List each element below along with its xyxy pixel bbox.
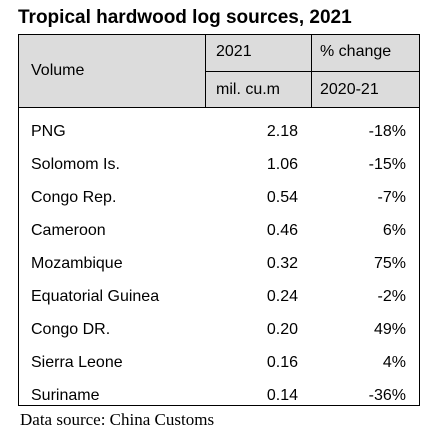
table-row: PNG 2.18 -18%: [19, 115, 419, 148]
row-volume: 0.46: [266, 222, 298, 239]
row-change: 49%: [373, 321, 406, 338]
table-row: Solomom Is. 1.06 -15%: [19, 148, 419, 181]
header-year: 2021: [216, 43, 252, 60]
table-row: Congo DR. 0.20 49%: [19, 313, 419, 346]
row-change: 75%: [373, 255, 406, 272]
row-volume: 0.24: [266, 288, 298, 305]
row-volume: 0.14: [266, 387, 298, 404]
row-country: Sierra Leone: [31, 354, 123, 371]
row-change: 6%: [382, 222, 406, 239]
table-row: Sierra Leone 0.16 4%: [19, 346, 419, 379]
table-body: [19, 107, 419, 405]
chart-title: Tropical hardwood log sources, 2021: [18, 7, 352, 28]
row-change: -36%: [368, 387, 406, 404]
row-volume: 0.54: [266, 189, 298, 206]
row-volume: 0.32: [266, 255, 298, 272]
row-country: Cameroon: [31, 222, 106, 239]
row-country: Equatorial Guinea: [31, 288, 160, 305]
table-header: Volume 2021 mil. cu.m % change 2020-21: [19, 35, 420, 107]
row-country: Congo Rep.: [31, 189, 117, 206]
table-row: Cameroon 0.46 6%: [19, 214, 419, 247]
row-change: 4%: [382, 354, 406, 371]
header-period: 2020-21: [320, 81, 379, 98]
table-row: Congo Rep. 0.54 -7%: [19, 181, 419, 214]
table-row: Mozambique 0.32 75%: [19, 247, 419, 280]
table-row: Suriname 0.14 -36%: [19, 379, 419, 412]
row-country: Solomom Is.: [31, 156, 120, 173]
table-row: Equatorial Guinea 0.24 -2%: [19, 280, 419, 313]
data-source-note: Data source: China Customs: [20, 410, 215, 429]
row-country: PNG: [31, 123, 66, 140]
row-country: Suriname: [31, 387, 100, 404]
header-volume-label: Volume: [31, 62, 85, 79]
row-country: Mozambique: [31, 255, 123, 272]
row-change: -18%: [368, 123, 406, 140]
row-volume: 0.16: [266, 354, 298, 371]
row-volume: 1.06: [266, 156, 298, 173]
header-unit: mil. cu.m: [216, 81, 280, 98]
row-country: Congo DR.: [31, 321, 111, 338]
data-table: Volume 2021 mil. cu.m % change 2020-21 P…: [18, 34, 420, 406]
header-subdivider: [205, 71, 420, 72]
row-change: -2%: [377, 288, 406, 305]
row-change: -15%: [368, 156, 406, 173]
row-volume: 0.20: [266, 321, 298, 338]
row-change: -7%: [377, 189, 406, 206]
row-volume: 2.18: [266, 123, 298, 140]
table-rows: PNG 2.18 -18% Solomom Is. 1.06 -15% Congo Rep.…: [19, 115, 419, 412]
header-change: % change: [320, 43, 392, 60]
